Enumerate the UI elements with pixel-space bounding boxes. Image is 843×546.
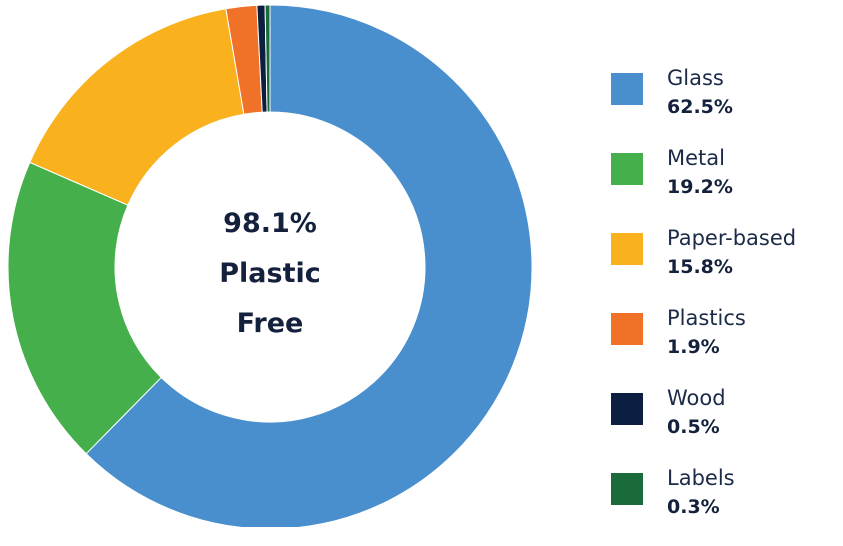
legend-item-paper-based: Paper-based 15.8% xyxy=(611,226,843,306)
center-label-line-3: Free xyxy=(237,308,304,339)
donut-slices xyxy=(7,4,533,527)
legend-item-wood: Wood 0.5% xyxy=(611,386,843,466)
center-label-line-2: Plastic xyxy=(219,258,321,289)
legend-item-glass: Glass 62.5% xyxy=(611,66,843,146)
legend-swatch-paper-based xyxy=(611,233,643,265)
legend-label-labels: Labels xyxy=(667,466,735,490)
legend-swatch-metal xyxy=(611,153,643,185)
slice-glass xyxy=(85,4,533,527)
legend-value-plastics: 1.9% xyxy=(667,336,720,358)
legend-item-plastics: Plastics 1.9% xyxy=(611,306,843,386)
legend-value-glass: 62.5% xyxy=(667,96,733,118)
slice-metal xyxy=(7,161,162,455)
legend-value-metal: 19.2% xyxy=(667,176,733,198)
legend-swatch-labels xyxy=(611,473,643,505)
legend-value-paper-based: 15.8% xyxy=(667,256,733,278)
legend-label-glass: Glass xyxy=(667,66,724,90)
donut-chart: 98.1% Plastic Free xyxy=(7,4,533,527)
legend-item-metal: Metal 19.2% xyxy=(611,146,843,226)
legend-value-labels: 0.3% xyxy=(667,496,720,518)
legend-label-plastics: Plastics xyxy=(667,306,746,330)
legend-label-metal: Metal xyxy=(667,146,725,170)
legend-swatch-wood xyxy=(611,393,643,425)
legend-item-labels: Labels 0.3% xyxy=(611,466,843,546)
legend-swatch-plastics xyxy=(611,313,643,345)
slice-paper-based xyxy=(29,8,245,206)
legend-label-wood: Wood xyxy=(667,386,726,410)
legend-label-paper-based: Paper-based xyxy=(667,226,797,250)
center-label-line-1: 98.1% xyxy=(223,208,317,239)
legend-value-wood: 0.5% xyxy=(667,416,720,438)
legend-swatch-glass xyxy=(611,73,643,105)
slice-labels xyxy=(264,4,271,113)
legend: Glass 62.5% Metal 19.2% Paper-based 15.8… xyxy=(611,66,843,546)
